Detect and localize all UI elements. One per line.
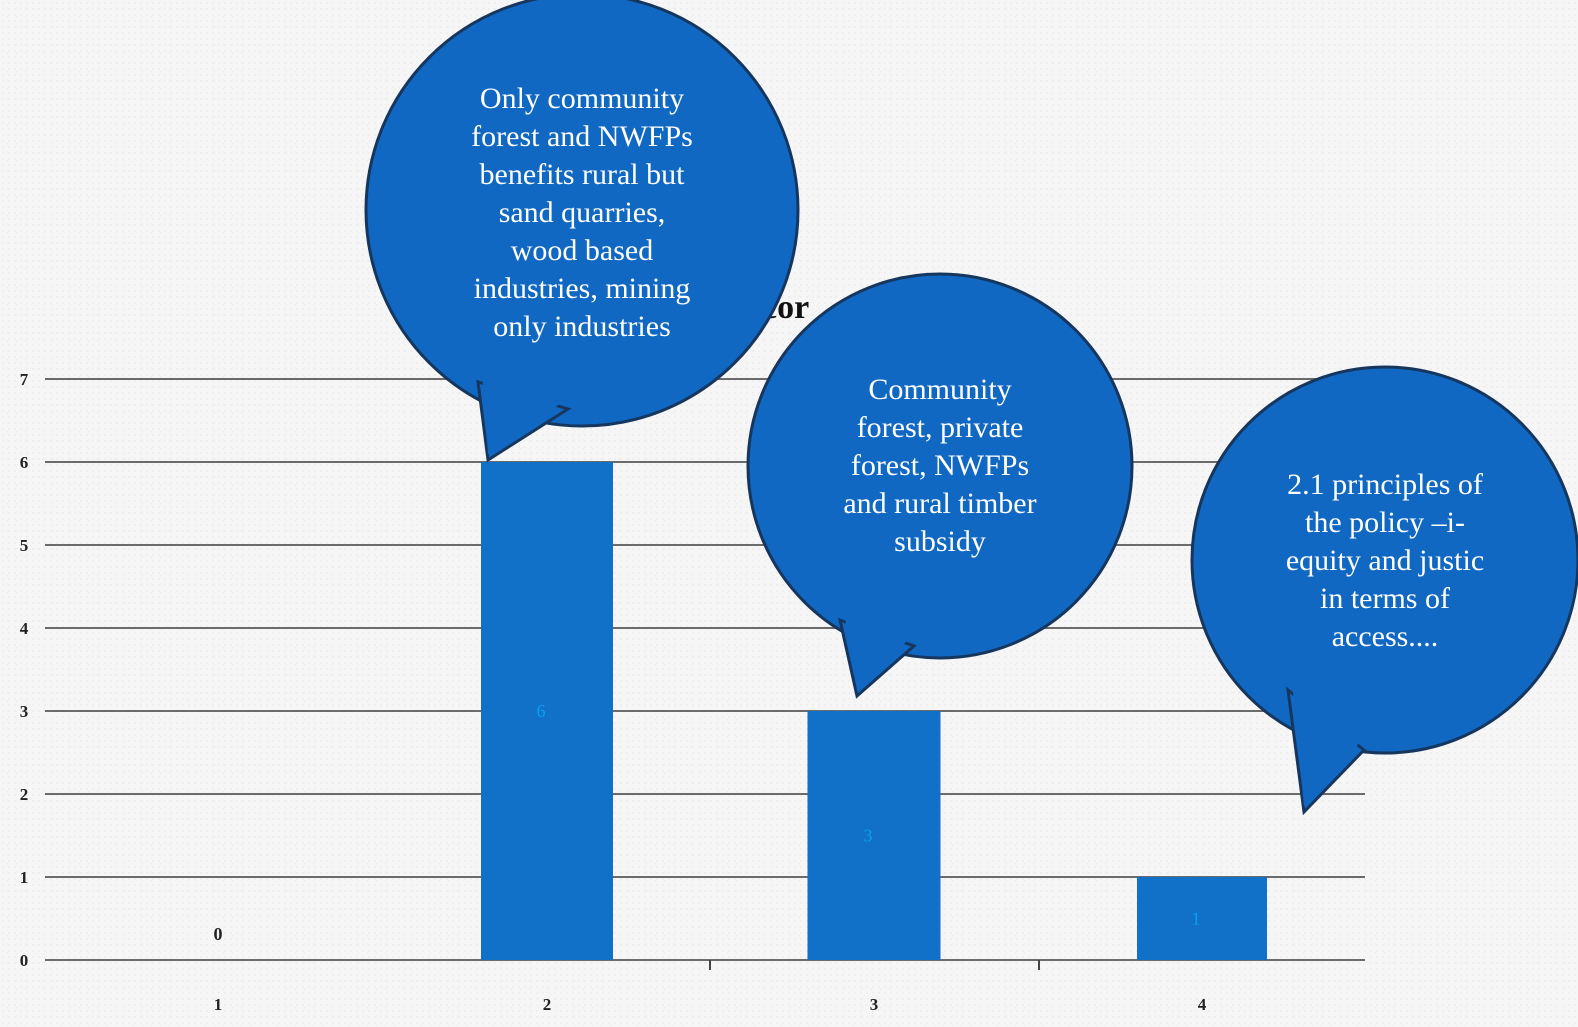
callout-bubble: 2.1 principles of the policy –i-equity an… xyxy=(1190,365,1578,816)
y-tick-label: 5 xyxy=(20,536,29,555)
callout-circle xyxy=(746,272,1134,660)
callout-bubble: Only community forest and NWFPs benefits r… xyxy=(364,0,800,463)
callout-circle xyxy=(364,0,800,428)
x-axis-ticks: 1 2 3 4 xyxy=(214,960,1207,1014)
callout-circle xyxy=(1190,365,1578,755)
y-tick-label: 2 xyxy=(20,785,29,804)
data-label: 3 xyxy=(864,826,873,846)
y-tick-label: 3 xyxy=(20,702,29,721)
callout-tail-fill xyxy=(844,612,910,690)
callout-text-line: Community xyxy=(868,373,1011,406)
callout-text-line: only industries xyxy=(493,310,671,343)
bar xyxy=(807,711,941,960)
data-label: 6 xyxy=(537,701,546,721)
callout-text-line: subsidy xyxy=(894,525,986,558)
callout-text-line: in terms of xyxy=(1320,582,1450,615)
callout-tail-fill xyxy=(482,374,564,454)
callout-text-line: forest and NWFPs xyxy=(471,120,693,153)
callout-text-line: industries, mining xyxy=(474,272,691,305)
callout-text-line: Only community xyxy=(480,82,684,115)
y-tick-label: 0 xyxy=(20,951,29,970)
x-tick-label: 4 xyxy=(1198,995,1207,1014)
callout-text-line: benefits rural but xyxy=(480,158,686,191)
bar xyxy=(1137,877,1267,960)
data-label: 0 xyxy=(214,924,223,944)
callout-text-line: access.... xyxy=(1332,620,1439,653)
callouts: Only community forest and NWFPs benefits r… xyxy=(364,0,1578,816)
x-tick-label: 2 xyxy=(543,995,552,1014)
x-tick-label: 1 xyxy=(214,995,223,1014)
callout-text-line: the policy –i- xyxy=(1305,506,1465,539)
callout-text-line: forest, private xyxy=(857,411,1024,444)
bars xyxy=(481,462,1267,960)
callout-tail-fill xyxy=(1292,682,1360,806)
y-tick-label: 4 xyxy=(20,619,29,638)
callout-text-line: 2.1 principles of xyxy=(1287,468,1483,501)
callout-text-line: and rural timber xyxy=(843,487,1036,520)
y-axis-ticks: 0 1 2 3 4 5 6 7 xyxy=(20,370,29,970)
x-tick-label: 3 xyxy=(870,995,879,1014)
callout-text-line: equity and justic xyxy=(1286,544,1484,577)
data-label: 1 xyxy=(1192,909,1201,929)
bar xyxy=(481,462,613,960)
callout-text-line: forest, NWFPs xyxy=(851,449,1029,482)
callout-text-line: wood based xyxy=(511,234,653,267)
callout-bubble: Community forest, private forest, NWFPs and… xyxy=(746,272,1134,699)
y-tick-label: 6 xyxy=(20,453,29,472)
data-labels: 0 6 3 1 xyxy=(214,701,1201,944)
gridlines xyxy=(45,378,1365,961)
y-tick-label: 7 xyxy=(20,370,29,389)
callout-text-line: sand quarries, xyxy=(499,196,666,229)
y-tick-label: 1 xyxy=(20,868,29,887)
